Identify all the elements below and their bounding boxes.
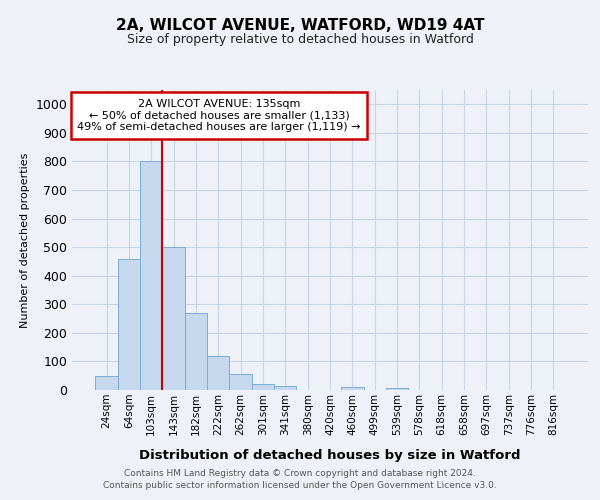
- Y-axis label: Number of detached properties: Number of detached properties: [20, 152, 30, 328]
- Bar: [140, 162, 163, 390]
- Bar: [207, 356, 229, 390]
- Bar: [229, 374, 252, 390]
- Text: 2A, WILCOT AVENUE, WATFORD, WD19 4AT: 2A, WILCOT AVENUE, WATFORD, WD19 4AT: [116, 18, 484, 32]
- Bar: [341, 387, 364, 390]
- Bar: [386, 388, 408, 390]
- Bar: [274, 386, 296, 390]
- Text: 2A WILCOT AVENUE: 135sqm
← 50% of detached houses are smaller (1,133)
49% of sem: 2A WILCOT AVENUE: 135sqm ← 50% of detach…: [77, 99, 361, 132]
- Text: Contains public sector information licensed under the Open Government Licence v3: Contains public sector information licen…: [103, 481, 497, 490]
- Bar: [252, 384, 274, 390]
- Bar: [185, 313, 207, 390]
- Text: Contains HM Land Registry data © Crown copyright and database right 2024.: Contains HM Land Registry data © Crown c…: [124, 468, 476, 477]
- X-axis label: Distribution of detached houses by size in Watford: Distribution of detached houses by size …: [139, 449, 521, 462]
- Text: Size of property relative to detached houses in Watford: Size of property relative to detached ho…: [127, 32, 473, 46]
- Bar: [95, 376, 118, 390]
- Bar: [118, 258, 140, 390]
- Bar: [163, 247, 185, 390]
